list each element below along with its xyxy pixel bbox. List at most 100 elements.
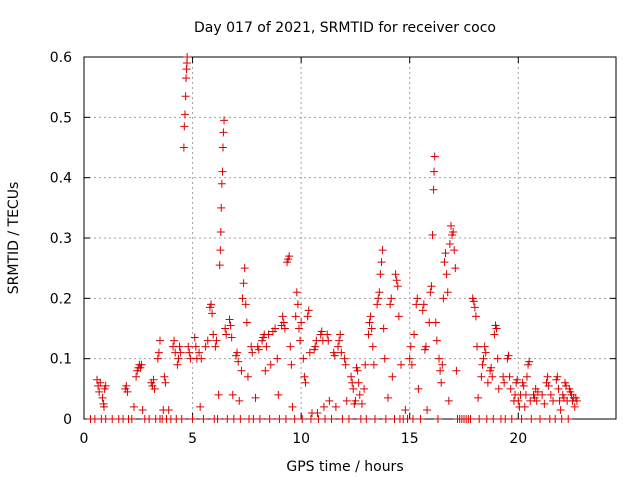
data-point [386,300,395,309]
data-point [99,402,108,411]
data-point [493,354,502,363]
data-point [216,227,225,236]
data-point [248,348,257,357]
data-point [287,360,296,369]
data-point [401,405,410,414]
data-point [209,330,218,339]
data-point [160,372,169,381]
data-point [384,393,392,402]
data-point [225,315,234,324]
data-point [264,330,273,339]
data-point [181,92,190,101]
data-point [525,357,534,366]
data-point [154,348,163,357]
data-point [479,354,488,363]
data-point [95,387,104,396]
data-point [506,384,515,393]
data-point [214,390,223,399]
data-point [218,167,227,176]
data-point [240,264,249,273]
data-point [254,345,263,354]
data-point [290,415,299,423]
data-point [532,396,541,405]
data-point [304,306,313,315]
data-point [237,366,246,375]
data-point [221,324,230,333]
data-point [227,333,236,342]
data-point [443,288,452,297]
data-point [397,360,406,369]
data-point [325,396,334,405]
data-point [391,270,400,279]
data-point [319,402,328,411]
data-point [360,384,369,393]
data-point [298,415,307,423]
y-tick-label: 0.3 [50,231,72,247]
data-point [150,384,159,393]
data-point [243,372,252,381]
data-point [473,342,482,351]
data-point [432,336,441,345]
data-point [555,396,564,405]
data-point [355,390,364,399]
x-axis-label: GPS time / hours [286,459,403,475]
data-point [278,312,287,321]
data-point [330,351,339,360]
data-point [215,261,224,270]
data-point [183,53,192,61]
data-point [129,402,138,411]
data-point [469,297,478,306]
data-point [368,342,377,351]
data-point [235,396,244,405]
data-point [483,378,492,387]
data-point [480,342,489,351]
data-point [437,378,446,387]
data-point [220,116,229,125]
data-point [419,300,428,309]
data-point [433,415,442,423]
data-point [297,318,306,327]
data-point [554,384,563,393]
data-point [450,246,459,255]
data-point [351,396,360,405]
data-point [492,324,501,333]
data-point [296,336,305,345]
data-point [323,330,332,339]
data-point [412,300,421,309]
data-point [540,399,549,408]
data-point [239,279,248,288]
data-point [430,167,439,176]
data-point [311,342,320,351]
data-point [341,360,350,369]
data-point [444,396,453,405]
data-point [191,342,200,351]
data-point [190,333,199,342]
data-point [361,360,370,369]
data-point [340,354,349,363]
data-point [439,294,448,303]
axis-ticks: 0 0.1 0.2 0.3 0.4 0.5 0.6 0 5 10 15 20 [50,50,616,447]
data-point [449,227,458,236]
data-point [519,381,528,390]
data-point [522,372,531,381]
data-point [251,393,260,402]
data-point [228,390,237,399]
data-point [238,294,247,303]
chart-title: Day 017 of 2021, SRMTID for receiver coc… [194,20,496,36]
data-point [520,402,529,411]
data-point [101,381,110,390]
data-point [380,354,389,363]
data-point [122,381,131,390]
y-tick-label: 0.1 [50,352,72,368]
data-point [414,384,423,393]
data-point [428,230,437,239]
data-point [353,366,362,375]
data-point [513,375,522,384]
data-point [413,294,422,303]
data-point [354,378,363,387]
data-point [373,300,382,309]
data-point [478,360,487,369]
x-tick-label: 20 [509,431,527,447]
data-point [153,354,162,363]
